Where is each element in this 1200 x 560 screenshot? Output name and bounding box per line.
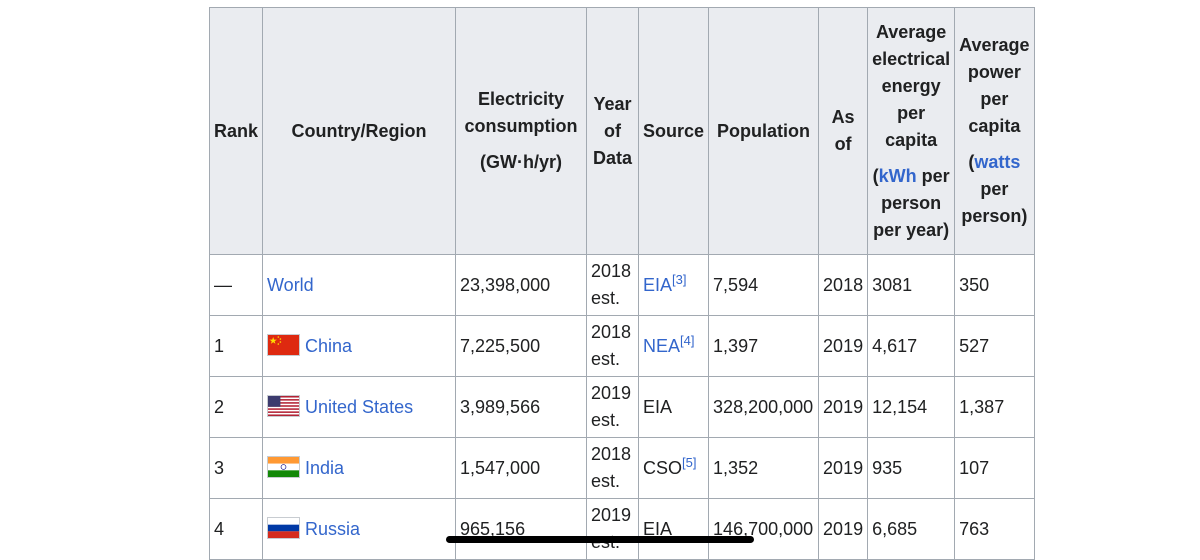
consumption-cell: 1,547,000 (455, 437, 588, 499)
year-cell: 2018 est. (586, 315, 640, 377)
country-link-india[interactable]: India (305, 457, 345, 478)
country-cell: China (262, 315, 457, 377)
consumption-cell: 3,989,566 (455, 376, 588, 438)
table-row: 4 Russia 965,156 2019 est. EIA 146,700,0… (208, 498, 1035, 560)
energy-cell: 12,154 (867, 376, 956, 438)
header-population[interactable]: Population (708, 7, 820, 255)
consumption-cell: 7,225,500 (455, 315, 588, 377)
power-cell: 107 (954, 437, 1035, 499)
header-power-per-capita[interactable]: Average power per capita (watts per pers… (954, 7, 1035, 255)
population-cell: 7,594 (708, 254, 820, 316)
year-cell: 2019 est. (586, 498, 640, 560)
country-cell: Russia (262, 498, 457, 560)
as-of-cell: 2019 (818, 437, 869, 499)
energy-cell: 935 (867, 437, 956, 499)
header-consumption-label: Electricity consumption (464, 89, 578, 136)
country-link-china[interactable]: China (305, 335, 353, 356)
header-power-label: Average power per capita (959, 35, 1030, 136)
year-cell: 2018 est. (586, 437, 640, 499)
power-cell: 1,387 (954, 376, 1035, 438)
country-cell: World (262, 254, 457, 316)
header-energy-per-capita[interactable]: Average electrical energy per capita (kW… (867, 7, 956, 255)
country-link-united-states[interactable]: United States (305, 396, 414, 417)
usa-flag-icon (267, 394, 301, 417)
energy-cell: 3081 (867, 254, 956, 316)
source-cell: EIA (638, 498, 710, 560)
table-row: 3 India 1,547,000 2018 est. CSO[5] 1,352… (208, 437, 1035, 499)
header-source[interactable]: Source (638, 7, 710, 255)
energy-cell: 4,617 (867, 315, 956, 377)
population-cell: 1,397 (708, 315, 820, 377)
kwh-link[interactable]: kWh (878, 165, 917, 186)
source-cell: NEA[4] (638, 315, 710, 377)
header-energy-unit: (kWh per person per year) (872, 165, 950, 240)
source-text: CSO (643, 457, 683, 478)
country-link-russia[interactable]: Russia (305, 518, 361, 539)
year-cell: 2018 est. (586, 254, 640, 316)
reference-link[interactable]: [3] (672, 271, 687, 287)
as-of-cell: 2019 (818, 315, 869, 377)
population-cell: 328,200,000 (708, 376, 820, 438)
power-cell: 763 (954, 498, 1035, 560)
header-consumption-unit: (GW·h/yr) (480, 152, 562, 172)
source-link[interactable]: NEA (643, 335, 681, 356)
china-flag-icon (267, 333, 301, 356)
source-cell: EIA[3] (638, 254, 710, 316)
header-year[interactable]: Year of Data (586, 7, 640, 255)
header-as-of[interactable]: As of (818, 7, 869, 255)
header-rank[interactable]: Rank (208, 7, 264, 255)
rank-cell: — (208, 254, 264, 316)
consumption-cell: 23,398,000 (455, 254, 588, 316)
electricity-consumption-table: Rank Country/Region Electricity consumpt… (208, 7, 1035, 560)
rank-cell: 3 (208, 437, 264, 499)
reference-link[interactable]: [5] (682, 454, 697, 470)
rank-cell: 1 (208, 315, 264, 377)
source-cell: EIA (638, 376, 710, 438)
consumption-cell: 965,156 (455, 498, 588, 560)
as-of-cell: 2018 (818, 254, 869, 316)
russia-flag-icon (267, 516, 301, 539)
as-of-cell: 2019 (818, 498, 869, 560)
header-row: Rank Country/Region Electricity consumpt… (208, 7, 1035, 255)
table-row: 1 China 7,225,500 2018 est. NEA[4] 1,397… (208, 315, 1035, 377)
header-energy-label: Average electrical energy per capita (872, 21, 951, 150)
energy-cell: 6,685 (867, 498, 956, 560)
year-cell: 2019 est. (586, 376, 640, 438)
country-cell: United States (262, 376, 457, 438)
header-consumption[interactable]: Electricity consumption (GW·h/yr) (455, 7, 588, 255)
source-cell: CSO[5] (638, 437, 710, 499)
power-cell: 350 (954, 254, 1035, 316)
population-cell: 146,700,000 (708, 498, 820, 560)
as-of-cell: 2019 (818, 376, 869, 438)
india-flag-icon (267, 455, 301, 478)
table-row: — World 23,398,000 2018 est. EIA[3] 7,59… (208, 254, 1035, 316)
rank-cell: 2 (208, 376, 264, 438)
home-indicator[interactable] (446, 536, 754, 543)
header-country[interactable]: Country/Region (262, 7, 457, 255)
source-text: EIA (643, 518, 673, 539)
header-power-unit: (watts per person) (961, 152, 1028, 226)
table-row: 2 United States 3,989,566 2019 est. EIA … (208, 376, 1035, 438)
source-link[interactable]: EIA (643, 274, 673, 295)
rank-cell: 4 (208, 498, 264, 560)
watts-link[interactable]: watts (974, 152, 1021, 172)
country-cell: India (262, 437, 457, 499)
source-text: EIA (643, 396, 673, 417)
country-link-world[interactable]: World (267, 274, 314, 295)
power-cell: 527 (954, 315, 1035, 377)
population-cell: 1,352 (708, 437, 820, 499)
reference-link[interactable]: [4] (680, 332, 695, 348)
